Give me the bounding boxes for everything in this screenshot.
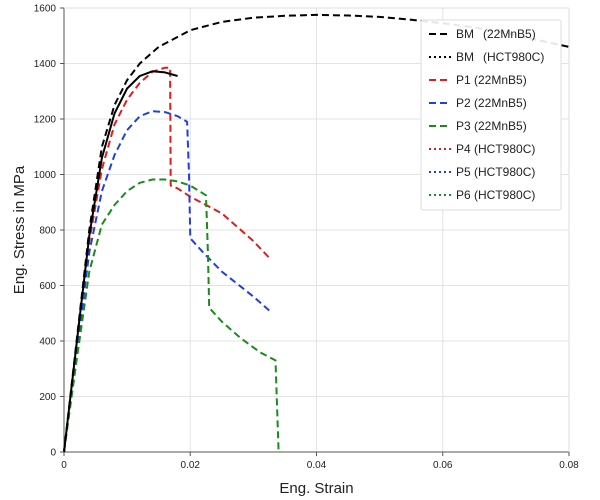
x-axis-label: Eng. Strain: [279, 480, 353, 497]
legend-label: BM: [456, 50, 474, 64]
series-line-8: [63, 70, 178, 453]
legend-label: P5 (HCT980C): [456, 165, 535, 179]
legend-label: P6 (HCT980C): [456, 188, 535, 202]
y-tick-label: 400: [39, 337, 56, 348]
y-tick-label: 600: [39, 281, 56, 292]
x-tick-label: 0.04: [307, 460, 327, 471]
x-tick-label: 0.02: [181, 460, 201, 471]
legend-label-suffix: (HCT980C): [483, 50, 544, 64]
y-tick-label: 1600: [34, 4, 57, 15]
x-tick-label: 0.06: [433, 460, 453, 471]
y-tick-label: 1000: [34, 170, 57, 181]
legend-label: BM: [456, 27, 474, 41]
y-tick-label: 800: [39, 226, 56, 237]
legend-label: P4 (HCT980C): [456, 142, 535, 156]
y-tick-label: 200: [39, 392, 56, 403]
x-tick-label: 0.08: [559, 460, 579, 471]
y-tick-label: 1200: [34, 115, 57, 126]
ticks-layer: 0 0.02 0.04 0.06 0.08 0 200 400 600 800 1000 1200 14…: [34, 4, 579, 472]
legend-label: P3 (22MnB5): [456, 119, 527, 133]
legend: BM (22MnB5) BM (HCT980C) P1 (22MnB5) P2 (22Mn…: [420, 19, 562, 211]
series-line-3: [63, 110, 270, 453]
y-tick-label: 0: [50, 448, 56, 459]
y-tick-label: 1400: [34, 59, 57, 70]
legend-label: P2 (22MnB5): [456, 96, 527, 110]
legend-label-suffix: (22MnB5): [483, 27, 536, 41]
legend-label: P1 (22MnB5): [456, 73, 527, 87]
x-tick-label: 0: [61, 460, 67, 471]
legend-box: [420, 19, 562, 211]
y-axis-label: Eng. Stress in MPa: [11, 165, 28, 294]
